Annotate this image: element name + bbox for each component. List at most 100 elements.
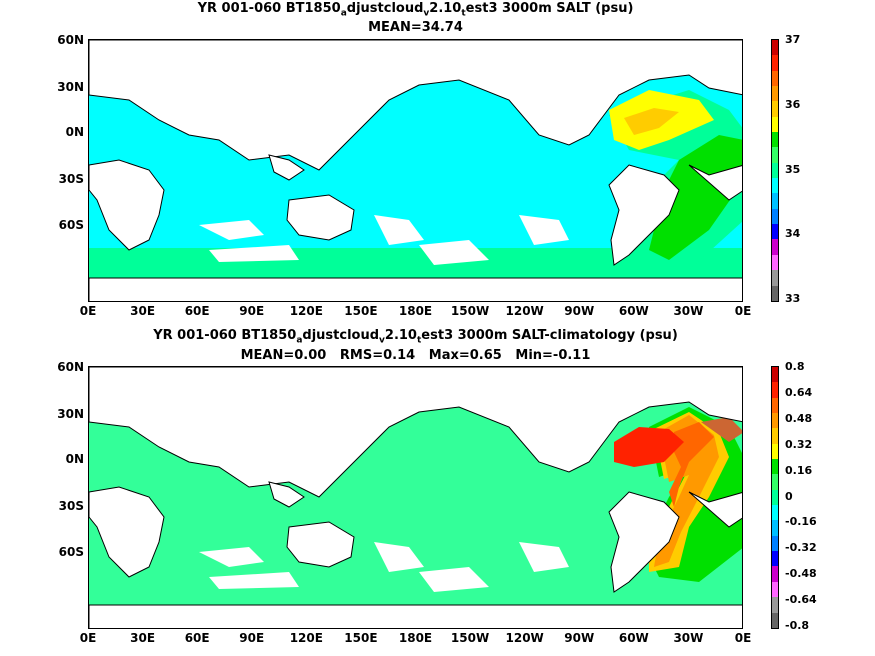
colorbar-swatch	[772, 116, 778, 133]
colorbar-swatch	[772, 459, 778, 475]
chart2-subtitle: MEAN=0.00 RMS=0.14 Max=0.65 Min=-0.11	[240, 348, 591, 363]
chart1-ytick-60s: 60S	[58, 218, 84, 232]
colorbar-swatch	[772, 254, 778, 271]
colorbar-tick-label: -0.64	[785, 593, 817, 607]
colorbar-tick-label: 0.32	[785, 437, 813, 451]
chart2-map	[88, 366, 743, 629]
africa	[89, 159, 165, 251]
colorbar-tick-label: -0.32	[785, 541, 817, 555]
australia	[286, 194, 355, 241]
chart2-xtick: 150W	[450, 631, 490, 645]
chart2-map-svg	[89, 367, 742, 628]
colorbar-tick-label: 0.8	[785, 360, 805, 373]
chart1-xtick: 120W	[505, 304, 544, 318]
colorbar-tick-label: -0.8	[785, 619, 810, 632]
chart1-ytick-30n: 30N	[57, 80, 84, 94]
colorbar-tick-label: -0.16	[785, 515, 817, 529]
colorbar-swatch	[772, 597, 778, 613]
antarctica	[89, 277, 742, 301]
chart1-xtick: 180E	[398, 304, 433, 318]
chart2-xtick: 150E	[344, 631, 378, 645]
chart2-land	[89, 367, 742, 628]
colorbar-swatch	[772, 520, 778, 536]
colorbar-swatch	[772, 581, 778, 598]
colorbar-swatch	[772, 86, 778, 102]
chart1-xtick: 0E	[79, 304, 97, 318]
chart1-map	[88, 39, 743, 302]
chart2-xtick: 180E	[398, 631, 433, 645]
chart2-ytick-30n: 30N	[57, 407, 84, 421]
colorbar-swatch	[772, 178, 778, 194]
chart1-subtitle: MEAN=34.74	[368, 20, 463, 35]
chart2-xtick: 30E	[130, 631, 156, 645]
colorbar-swatch	[772, 40, 778, 56]
chart2-xtick: 90E	[239, 631, 265, 645]
chart1-masked-patches	[199, 215, 569, 265]
colorbar-swatch	[772, 239, 778, 255]
chart2-xtick: 30W	[673, 631, 704, 645]
colorbar-swatch	[772, 285, 778, 301]
colorbar-swatch	[772, 413, 778, 429]
west-africa	[688, 164, 742, 201]
colorbar-swatch	[772, 193, 778, 209]
chart2-xtick: 0E	[734, 631, 752, 645]
chart2-xtick: 120E	[289, 631, 323, 645]
colorbar-swatch	[772, 270, 778, 286]
chart2-ytick-30s: 30S	[58, 499, 84, 513]
colorbar-swatch	[772, 224, 778, 240]
chart2-ytick-60n: 60N	[57, 360, 84, 374]
chart1-xtick: 150E	[344, 304, 378, 318]
chart1-xtick: 150W	[450, 304, 490, 318]
colorbar-tick-label: -0.48	[785, 567, 817, 581]
atlantic-anomaly-brown	[701, 417, 742, 442]
colorbar-swatch	[772, 367, 778, 383]
chart1-xtick: 90W	[564, 304, 595, 318]
colorbar-swatch	[772, 566, 778, 582]
colorbar-swatch	[772, 70, 778, 87]
colorbar-swatch	[772, 162, 778, 179]
chart2-xtick: 120W	[505, 631, 544, 645]
chart2-xtick: 90W	[564, 631, 595, 645]
maritime-continent	[268, 154, 305, 181]
colorbar-tick-label: 0	[785, 489, 793, 503]
colorbar-swatch	[772, 147, 778, 163]
chart2-xtick: 60E	[184, 631, 210, 645]
colorbar-swatch	[772, 132, 778, 148]
colorbar-tick-label: 34	[785, 227, 801, 241]
colorbar-swatch	[772, 505, 778, 521]
chart2-title: YR 001-060 BT1850adjustcloudv2.10test3 3…	[153, 328, 678, 346]
chart2-ytick-0n: 0N	[65, 452, 84, 466]
chart1-ytick-0n: 0N	[65, 125, 84, 139]
chart2-xtick: 0E	[79, 631, 97, 645]
south-america	[608, 164, 680, 266]
colorbar-swatch	[772, 101, 778, 117]
colorbar-swatch	[772, 208, 778, 225]
atlantic-band-green	[649, 135, 742, 260]
colorbar-tick-label: 33	[785, 292, 801, 305]
chart1-map-svg	[89, 40, 742, 301]
chart1-xtick: 60E	[184, 304, 210, 318]
colorbar-swatch	[772, 428, 778, 444]
colorbar-swatch	[772, 397, 778, 414]
chart1-ytick-60n: 60N	[57, 33, 84, 47]
chart2-colorbar	[771, 366, 779, 629]
chart1-xtick: 90E	[239, 304, 265, 318]
colorbar-swatch	[772, 489, 778, 506]
chart1-land	[89, 40, 742, 301]
colorbar-swatch	[772, 535, 778, 552]
colorbar-swatch	[772, 55, 778, 71]
chart1-xtick: 0E	[734, 304, 752, 318]
chart1-xtick: 30W	[673, 304, 704, 318]
chart1-title: YR 001-060 BT1850adjustcloudv2.10test3 3…	[197, 1, 634, 19]
colorbar-tick-label: 37	[785, 33, 801, 46]
chart1-colorbar	[771, 39, 779, 302]
colorbar-swatch	[772, 474, 778, 490]
colorbar-swatch	[772, 382, 778, 398]
chart1-xtick: 60W	[618, 304, 649, 318]
chart1-xtick: 120E	[289, 304, 323, 318]
northern-continents	[89, 40, 742, 171]
colorbar-tick-label: 35	[785, 162, 801, 176]
chart2-masked-patches	[199, 542, 569, 592]
chart1-ytick-30s: 30S	[58, 172, 84, 186]
colorbar-tick-label: 0.16	[785, 463, 813, 477]
